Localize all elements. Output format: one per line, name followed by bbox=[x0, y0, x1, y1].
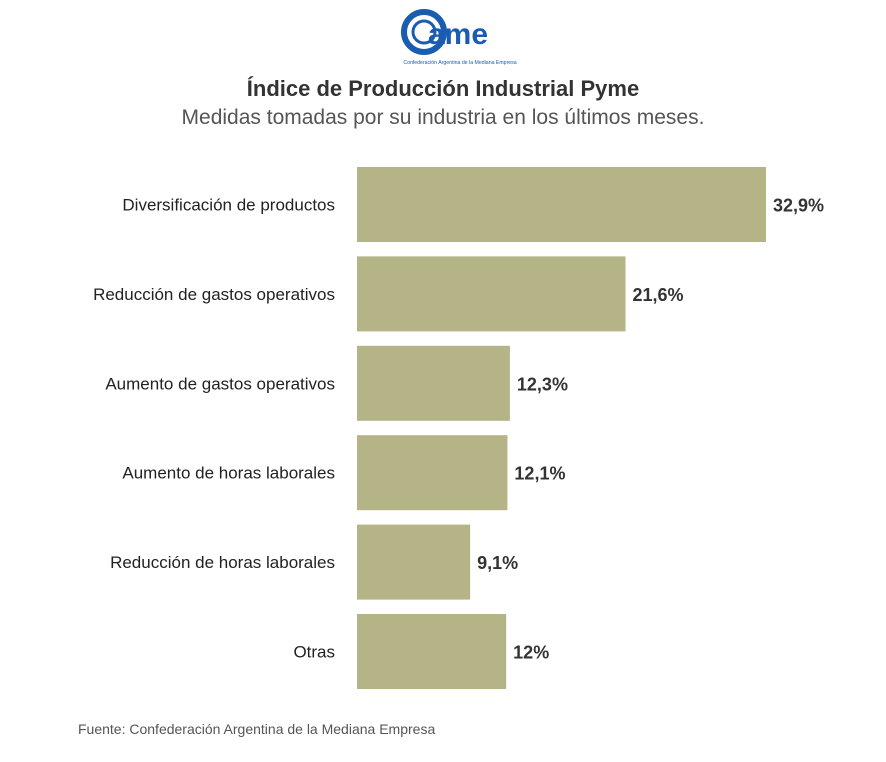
category-label: Diversificación de productos bbox=[122, 196, 335, 215]
category-label: Reducción de gastos operativos bbox=[93, 285, 335, 304]
category-label: Aumento de gastos operativos bbox=[105, 374, 335, 393]
bar bbox=[357, 345, 510, 421]
value-label: 12,1% bbox=[514, 464, 565, 484]
value-label: 21,6% bbox=[633, 285, 684, 305]
svg-text:Confederación Argentina de la: Confederación Argentina de la Mediana Em… bbox=[403, 60, 516, 66]
bar bbox=[357, 256, 626, 332]
chart-title: Índice de Producción Industrial Pyme bbox=[246, 76, 640, 101]
bar bbox=[357, 614, 507, 689]
bar bbox=[357, 435, 508, 511]
category-label: Aumento de horas laborales bbox=[122, 464, 335, 483]
came-logo: ame Confederación Argentina de la Median… bbox=[401, 9, 517, 66]
bar bbox=[357, 524, 471, 600]
value-label: 12% bbox=[513, 643, 549, 663]
source-note: Fuente: Confederación Argentina de la Me… bbox=[78, 721, 436, 737]
category-label: Reducción de horas laborales bbox=[110, 553, 335, 572]
category-label: Otras bbox=[293, 643, 335, 662]
value-label: 9,1% bbox=[477, 553, 518, 573]
value-label: 32,9% bbox=[773, 196, 824, 216]
chart-subtitle: Medidas tomadas por su industria en los … bbox=[181, 106, 705, 129]
bar bbox=[357, 167, 766, 242]
svg-text:ame: ame bbox=[428, 18, 488, 51]
bar-chart: Diversificación de productos 32,9% Reducci… bbox=[93, 167, 824, 689]
value-label: 12,3% bbox=[517, 374, 568, 394]
